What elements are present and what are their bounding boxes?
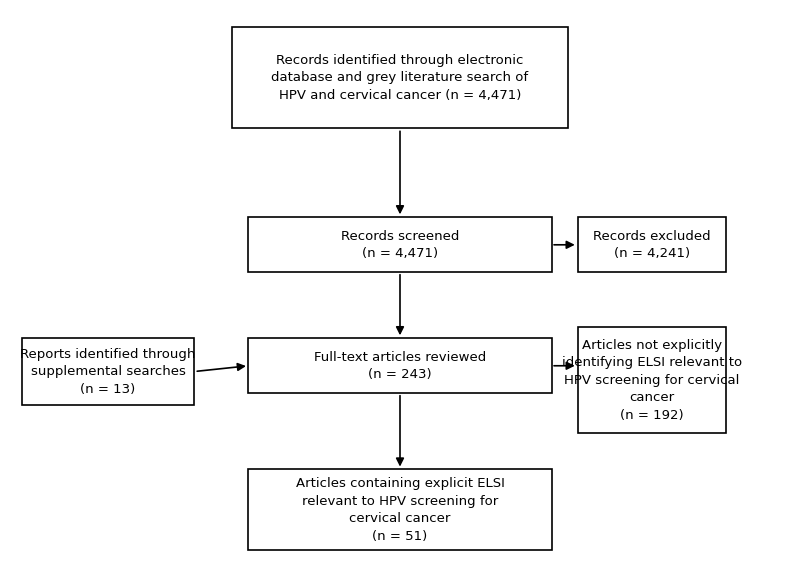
FancyBboxPatch shape bbox=[578, 327, 726, 433]
Text: Articles containing explicit ELSI
relevant to HPV screening for
cervical cancer
: Articles containing explicit ELSI releva… bbox=[295, 477, 505, 543]
Text: Records identified through electronic
database and grey literature search of
HPV: Records identified through electronic da… bbox=[271, 54, 529, 102]
FancyBboxPatch shape bbox=[22, 339, 194, 405]
Text: Reports identified through
supplemental searches
(n = 13): Reports identified through supplemental … bbox=[20, 347, 196, 396]
Text: Articles not explicitly
identifying ELSI relevant to
HPV screening for cervical
: Articles not explicitly identifying ELSI… bbox=[562, 339, 742, 422]
Text: Records excluded
(n = 4,241): Records excluded (n = 4,241) bbox=[593, 230, 711, 260]
Text: Records screened
(n = 4,471): Records screened (n = 4,471) bbox=[341, 230, 459, 260]
FancyBboxPatch shape bbox=[248, 218, 552, 272]
Text: Full-text articles reviewed
(n = 243): Full-text articles reviewed (n = 243) bbox=[314, 351, 486, 381]
FancyBboxPatch shape bbox=[248, 469, 552, 550]
FancyBboxPatch shape bbox=[232, 28, 568, 128]
FancyBboxPatch shape bbox=[248, 339, 552, 393]
FancyBboxPatch shape bbox=[578, 218, 726, 272]
